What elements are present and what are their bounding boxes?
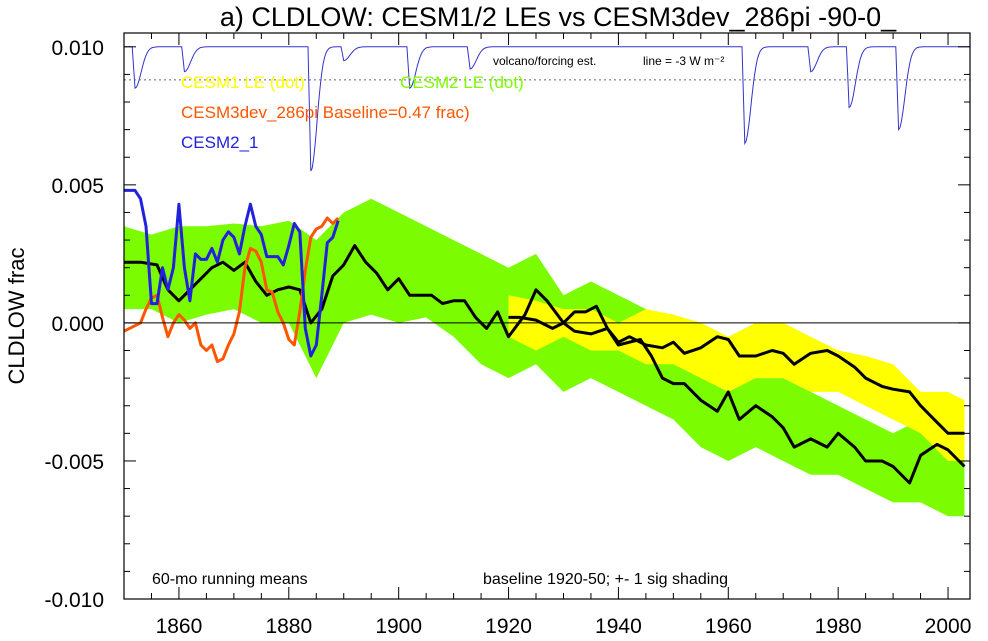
volcano-forcing-trace bbox=[124, 46, 970, 172]
x-tick-label: 1860 bbox=[156, 615, 203, 638]
y-tick-label: -0.005 bbox=[44, 451, 104, 474]
axis-ticks: 1860 1880 1900 1920 1940 1960 1980 2000 0.010 0.0… bbox=[44, 33, 971, 638]
series-line-5 bbox=[124, 188, 340, 358]
y-axis-label: CLDLOW frac bbox=[4, 248, 29, 385]
band-1 bbox=[508, 295, 965, 461]
x-tick-label: 2000 bbox=[925, 615, 972, 638]
legend-cesm1-le: CESM1 LE (dot) bbox=[181, 73, 305, 92]
chart-title: a) CLDLOW: CESM1/2 LEs vs CESM3dev_286pi… bbox=[220, 2, 897, 32]
x-tick-label: 1940 bbox=[595, 615, 642, 638]
x-tick-label: 1920 bbox=[485, 615, 532, 638]
band-0 bbox=[124, 198, 965, 517]
x-tick-label: 1900 bbox=[375, 615, 422, 638]
x-tick-label: 1980 bbox=[815, 615, 862, 638]
y-tick-label: -0.010 bbox=[44, 589, 104, 612]
legend-cesm3dev: CESM3dev_286pi Baseline=0.47 frac) bbox=[181, 103, 470, 122]
series-line-3 bbox=[124, 244, 966, 485]
running-means-note: 60-mo running means bbox=[152, 571, 308, 588]
shading-bands bbox=[124, 198, 965, 517]
y-tick-label: 0.005 bbox=[51, 175, 104, 198]
volcano-trace bbox=[124, 46, 970, 172]
legend-cesm2-1: CESM2_1 bbox=[181, 133, 258, 152]
x-tick-label: 1880 bbox=[265, 615, 312, 638]
series-line-2 bbox=[508, 315, 965, 435]
y-tick-label: 0.010 bbox=[51, 37, 104, 60]
volcano-label: volcano/forcing est. bbox=[493, 54, 596, 68]
plot-frame bbox=[123, 32, 971, 600]
x-tick-label: 1960 bbox=[705, 615, 752, 638]
series-lines bbox=[123, 188, 966, 485]
volcano-line-label: line = -3 W m⁻² bbox=[643, 54, 724, 68]
legend-cesm2-le: CESM2 LE (dot) bbox=[400, 73, 524, 92]
y-tick-label: 0.000 bbox=[51, 313, 104, 336]
baseline-note: baseline 1920-50; +- 1 sig shading bbox=[483, 571, 728, 588]
